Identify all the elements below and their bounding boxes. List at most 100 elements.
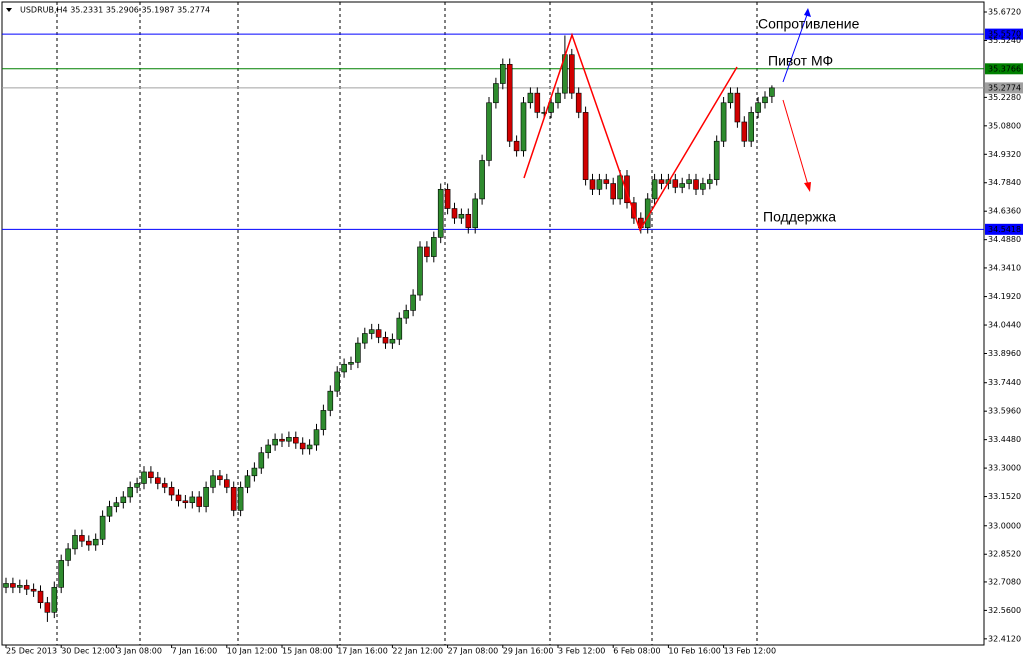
candle-body [603, 179, 610, 184]
candle-body [555, 92, 561, 104]
candle-body [610, 183, 617, 200]
y-tick-label: 32.5600 [988, 606, 1021, 615]
candle-body [679, 183, 686, 188]
y-tick-label: 34.9320 [988, 150, 1021, 159]
candle-body [348, 362, 354, 365]
x-tick-label: 22 Jan 12:00 [392, 647, 443, 656]
candle-body [762, 96, 768, 104]
candle-body [134, 483, 140, 488]
y-tick-label: 33.5960 [988, 407, 1021, 416]
level-label-box [985, 223, 1023, 235]
x-tick-label: 10 Jan 12:00 [227, 647, 278, 656]
candle-body [141, 471, 147, 484]
candle-body [175, 494, 182, 502]
candle-body [479, 160, 485, 200]
candle-body [658, 179, 665, 184]
candle-body [541, 112, 548, 114]
x-tick-label: 13 Feb 12:00 [724, 647, 776, 656]
candle-body [196, 496, 202, 507]
y-tick-label: 33.8960 [988, 349, 1021, 358]
y-tick-label: 33.1520 [988, 492, 1021, 501]
y-tick-label: 33.0000 [988, 521, 1021, 530]
candle-body [548, 102, 554, 113]
candle-body [444, 188, 451, 209]
candle-body [486, 102, 492, 161]
candle-body [44, 602, 51, 613]
x-tick-label: 7 Jan 16:00 [172, 647, 218, 656]
candle-body [237, 487, 244, 511]
candle-body [299, 442, 306, 450]
candle-body [3, 583, 9, 588]
x-tick-label: 30 Dec 12:00 [61, 647, 115, 656]
candle-body [424, 246, 430, 257]
candle-body [686, 179, 692, 184]
annotation: Поддержка [763, 209, 836, 225]
period-separators [56, 2, 758, 645]
candle-body [624, 175, 630, 204]
candle-body [430, 237, 437, 257]
candle-body [499, 64, 506, 84]
level-label: 34.5418 [988, 225, 1021, 234]
level-label: 35.5570 [988, 30, 1021, 39]
candle-body [755, 102, 761, 113]
candle-body [693, 179, 699, 190]
level-label-box [985, 82, 1023, 94]
x-tick-label: 29 Jan 16:00 [503, 647, 554, 656]
candle-body [210, 475, 216, 488]
candle-body [355, 342, 361, 363]
y-tick-label: 32.7080 [988, 577, 1021, 586]
candle-body [244, 475, 251, 488]
candle-body [10, 583, 16, 588]
y-tick-label: 32.4120 [988, 634, 1021, 643]
candle-body [79, 535, 85, 542]
y-tick-label: 35.2280 [988, 93, 1021, 102]
candle-body [148, 471, 154, 479]
candle-body [672, 179, 679, 188]
y-tick-label: 34.7840 [988, 178, 1021, 187]
candle-body [589, 179, 596, 190]
level-label: 35.3766 [988, 64, 1021, 73]
chart-title: USDRUB,H4 35.2331 35.2906 35.1987 35.277… [20, 6, 210, 15]
candle-body [368, 329, 375, 334]
candle-body [493, 83, 499, 104]
candle-body [575, 92, 582, 113]
candle-body [389, 338, 396, 344]
x-tick-label: 25 Dec 2013 [6, 647, 57, 656]
y-tick-label: 34.1920 [988, 292, 1021, 301]
candle-body [465, 213, 472, 229]
candle-body [106, 506, 113, 517]
candle-body [361, 333, 368, 344]
plot-frame [1, 1, 985, 646]
levels: 35.5570 35.3766 35.2774 34.5418 [2, 28, 1023, 235]
candle-body [292, 437, 299, 444]
candle-body [99, 515, 106, 540]
candle-body [734, 92, 741, 123]
candle-body [286, 437, 292, 442]
candle-body [86, 540, 92, 546]
candle-body [203, 487, 209, 507]
candle-body [520, 102, 527, 152]
candle-body [279, 438, 285, 442]
y-tick-label: 35.6720 [988, 7, 1021, 16]
candle-body [113, 502, 120, 507]
candle-body [327, 390, 334, 411]
y-tick-label: 33.3000 [988, 464, 1021, 473]
candle-body [272, 438, 278, 446]
x-tick-label: 3 Feb 12:00 [558, 647, 605, 656]
candle-body [451, 208, 458, 219]
y-tick-label: 32.8520 [988, 550, 1021, 559]
candle-body [513, 140, 520, 152]
candle-body [65, 548, 71, 561]
candle-body [727, 92, 734, 104]
annotation: Сопротивление [758, 16, 860, 32]
candle-body [596, 179, 603, 190]
candle-body [375, 329, 382, 338]
candle-body [92, 538, 99, 546]
candle-body [251, 467, 258, 477]
pattern-lines [523, 32, 738, 232]
candle-body [23, 585, 30, 590]
candle-body [265, 444, 272, 454]
candle-body [458, 213, 465, 219]
candle-body [410, 294, 416, 311]
